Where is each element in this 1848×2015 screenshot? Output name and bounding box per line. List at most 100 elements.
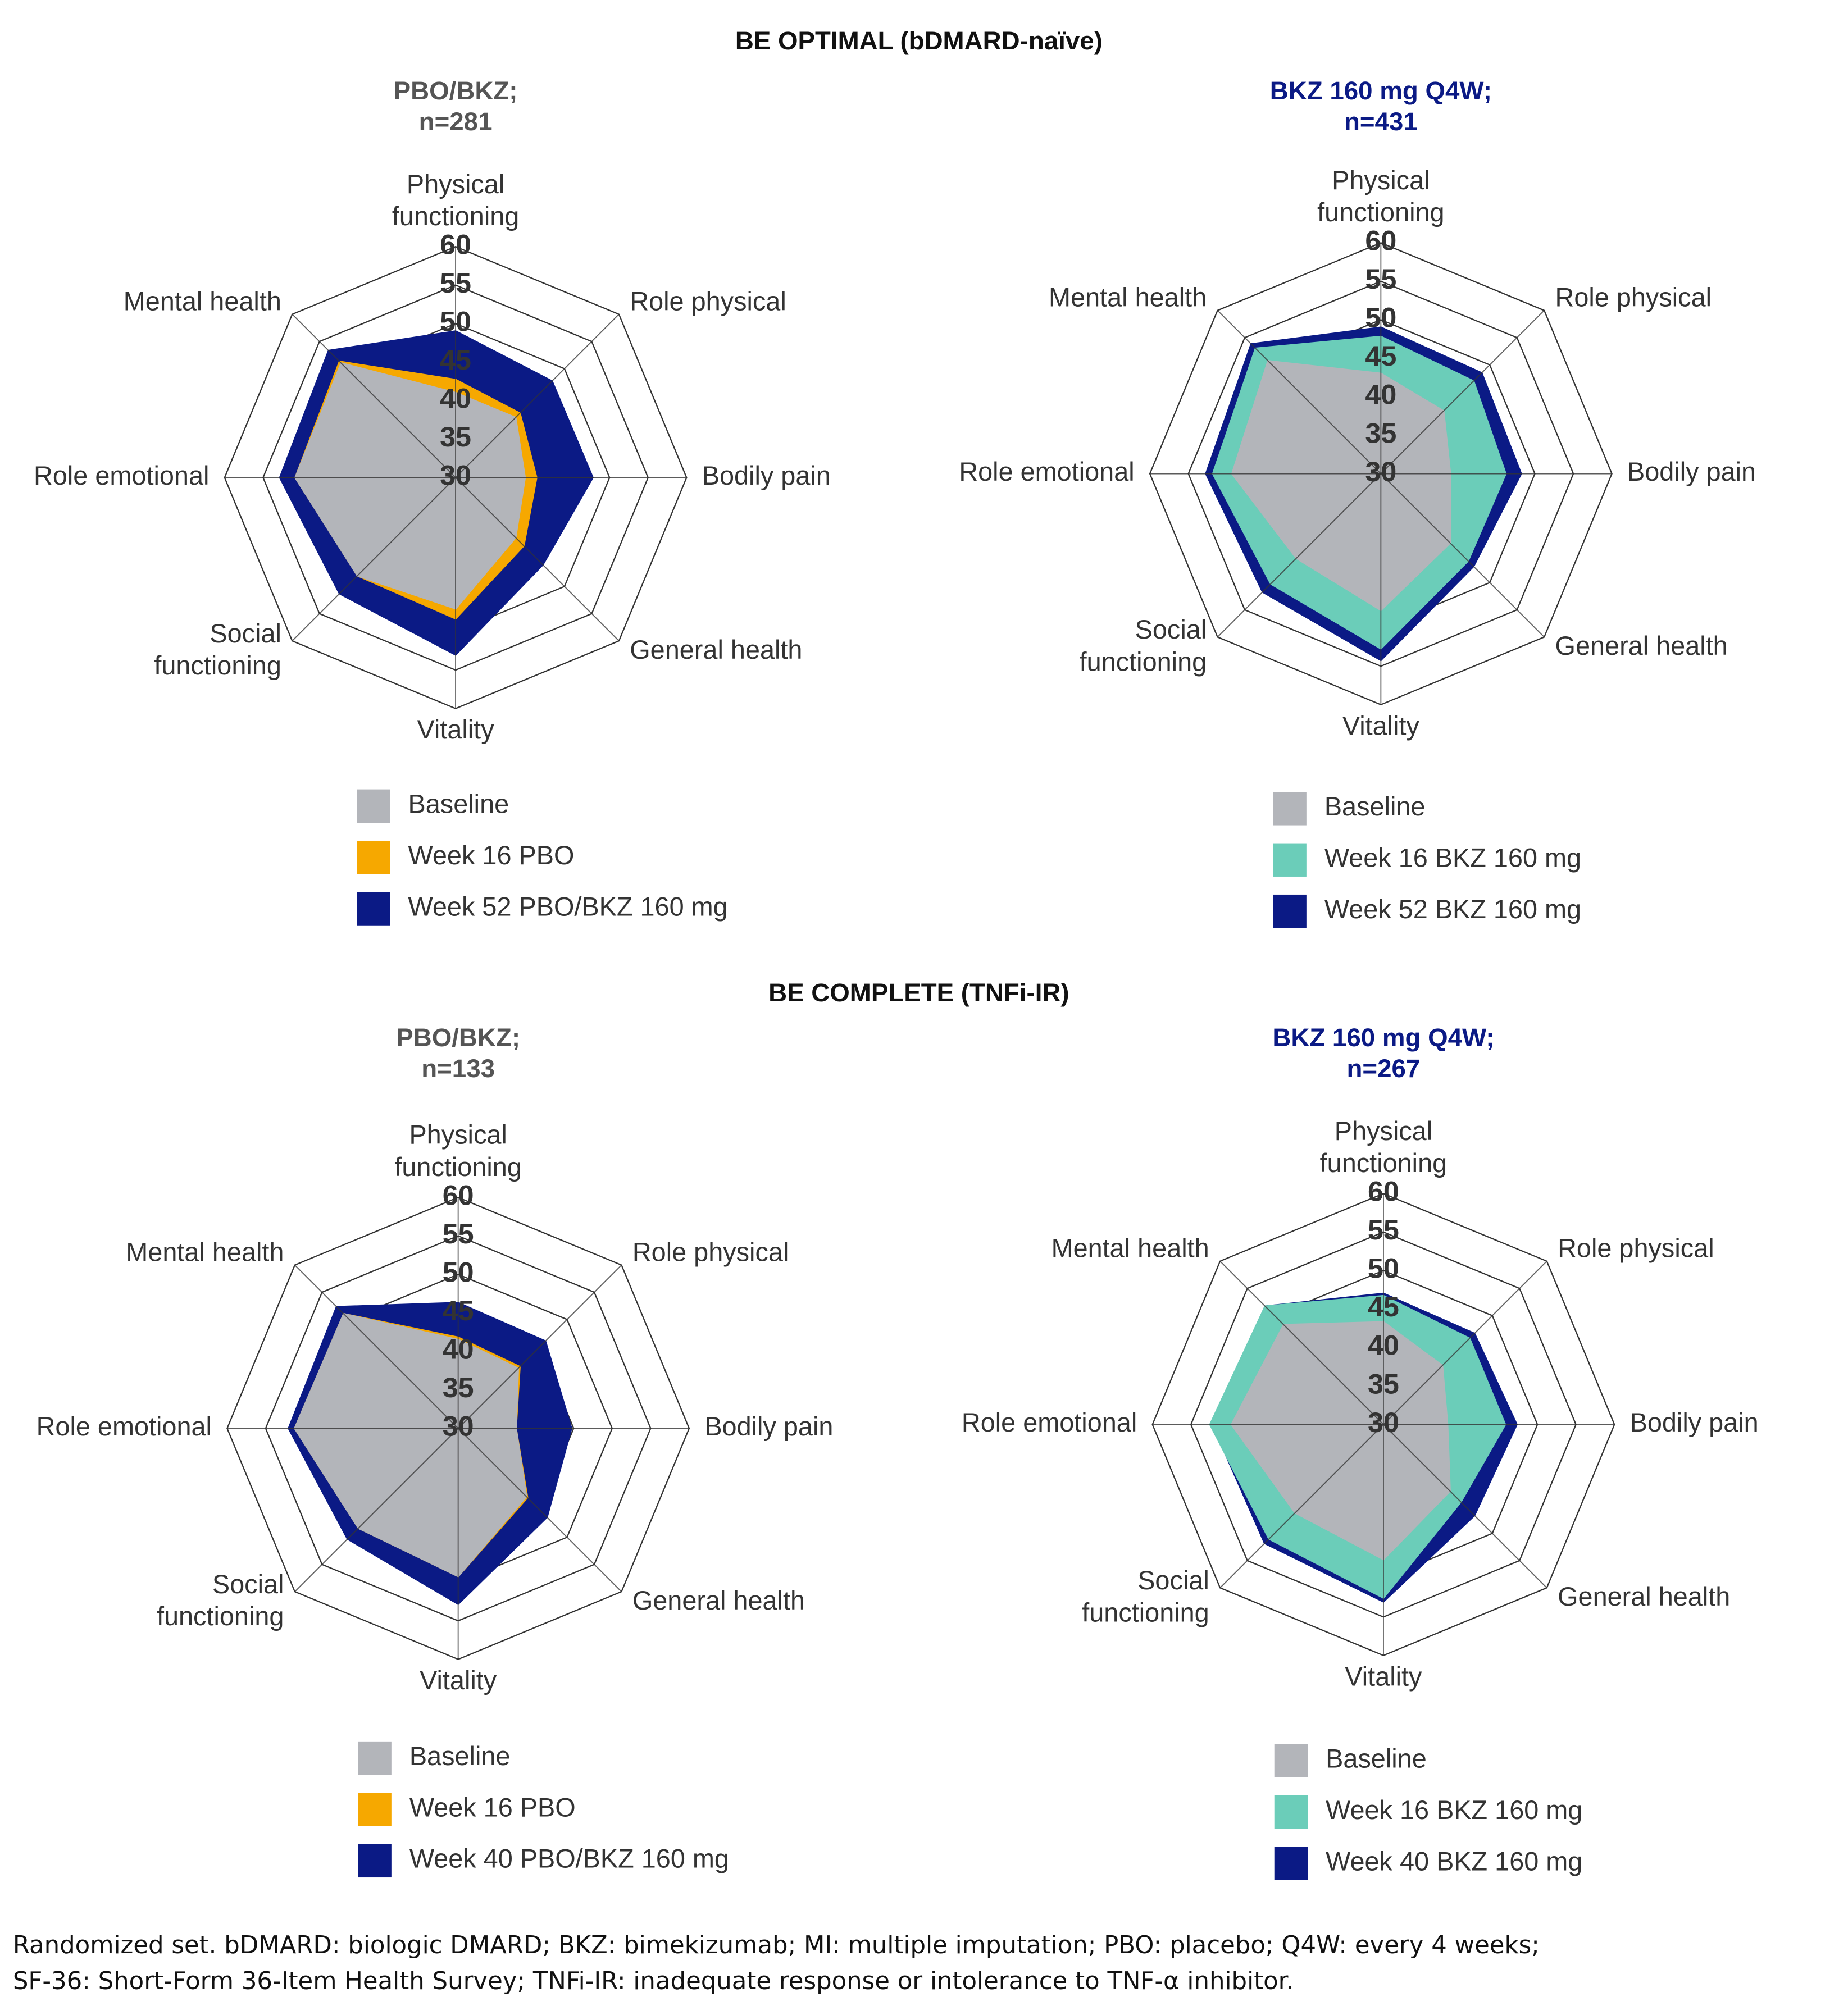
legend-label: Baseline: [408, 790, 509, 819]
spoke: [292, 477, 456, 641]
legend-swatch: [357, 840, 390, 874]
tick-label: 30: [443, 1411, 474, 1442]
spoke: [1217, 473, 1382, 637]
tick-label: 55: [443, 1218, 474, 1250]
footnote: SF-36: Short-Form 36-Item Health Survey;…: [13, 1967, 1294, 1995]
chart-title: PBO/BKZ;: [394, 76, 518, 105]
legend-label: Week 40 BKZ 160 mg: [1326, 1847, 1582, 1876]
spoke: [455, 313, 620, 478]
spoke: [1380, 473, 1545, 637]
category-label: Physical functioning: [392, 170, 520, 231]
tick-label: 30: [440, 460, 471, 491]
tick-label: 60: [440, 229, 471, 260]
tick-label: 30: [1365, 456, 1396, 487]
legend-label: Week 16 PBO: [409, 1793, 576, 1822]
tick-label: 50: [1368, 1253, 1399, 1284]
category-label: Social functioning: [154, 619, 281, 680]
legend-swatch: [357, 789, 390, 823]
category-label: Role physical: [630, 287, 786, 316]
tick-label: 55: [1365, 263, 1396, 295]
category-label: Physical functioning: [1317, 166, 1445, 227]
category-label: Role emotional: [37, 1412, 212, 1441]
legend-swatch: [1273, 843, 1307, 877]
legend-swatch: [1274, 1744, 1308, 1777]
legend-label: Baseline: [1324, 792, 1426, 821]
category-label: Social functioning: [157, 1570, 284, 1631]
category-label: Vitality: [1342, 711, 1420, 740]
category-label: General health: [630, 635, 802, 664]
legend-label: Baseline: [409, 1742, 511, 1771]
legend-label: Baseline: [1326, 1744, 1427, 1774]
category-label: Physical functioning: [1320, 1116, 1448, 1178]
legend-swatch: [1273, 894, 1307, 928]
chart-title: BKZ 160 mg Q4W;: [1272, 1023, 1494, 1052]
tick-label: 35: [1368, 1368, 1399, 1399]
tick-label: 40: [1365, 379, 1396, 411]
tick-label: 35: [443, 1372, 474, 1403]
tick-label: 50: [440, 306, 471, 338]
category-label: Role physical: [1558, 1234, 1714, 1263]
chart-subtitle: n=133: [421, 1054, 495, 1083]
category-label: Social functioning: [1082, 1566, 1209, 1628]
spoke: [1383, 1261, 1547, 1425]
legend-swatch: [1274, 1847, 1308, 1880]
legend-swatch: [358, 1741, 392, 1775]
tick-label: 45: [440, 344, 471, 376]
category-label: General health: [1555, 631, 1728, 660]
spoke: [455, 477, 620, 641]
legend-swatch: [357, 892, 390, 926]
category-label: Mental health: [124, 287, 281, 316]
category-label: Bodily pain: [1630, 1408, 1759, 1437]
category-label: Role emotional: [959, 457, 1134, 486]
tick-label: 55: [1368, 1214, 1399, 1246]
tick-label: 60: [443, 1179, 474, 1211]
legend-swatch: [358, 1844, 392, 1878]
tick-label: 50: [443, 1257, 474, 1288]
spoke: [1380, 310, 1545, 475]
tick-label: 35: [1365, 417, 1396, 449]
spoke: [1219, 1261, 1384, 1425]
category-label: Bodily pain: [702, 461, 831, 490]
legend-swatch: [1273, 792, 1307, 826]
category-label: Role physical: [1555, 283, 1712, 312]
tick-label: 45: [1368, 1291, 1399, 1323]
legend-label: Week 16 PBO: [408, 841, 575, 870]
spoke: [294, 1264, 459, 1429]
footnote: Randomized set. bDMARD: biologic DMARD; …: [13, 1931, 1540, 1959]
spoke: [1217, 310, 1382, 475]
section-title: BE OPTIMAL (bDMARD-naïve): [735, 26, 1103, 55]
category-label: Bodily pain: [1627, 457, 1756, 486]
tick-label: 40: [443, 1334, 474, 1365]
spoke: [457, 1264, 622, 1429]
tick-label: 45: [443, 1295, 474, 1326]
category-label: Role emotional: [962, 1408, 1137, 1437]
legend-label: Week 52 PBO/BKZ 160 mg: [408, 892, 728, 921]
chart-subtitle: n=431: [1344, 107, 1418, 136]
tick-label: 30: [1368, 1407, 1399, 1438]
tick-label: 60: [1365, 225, 1396, 257]
tick-label: 60: [1368, 1176, 1399, 1207]
tick-label: 35: [440, 421, 471, 453]
legend-swatch: [1274, 1795, 1308, 1829]
tick-label: 40: [440, 383, 471, 414]
category-label: Mental health: [126, 1238, 284, 1267]
category-label: General health: [632, 1586, 805, 1615]
chart-title: PBO/BKZ;: [396, 1023, 520, 1052]
category-label: Physical functioning: [394, 1120, 522, 1182]
legend-label: Week 16 BKZ 160 mg: [1324, 844, 1581, 873]
category-label: Vitality: [417, 715, 495, 744]
legend-label: Week 16 BKZ 160 mg: [1326, 1795, 1582, 1825]
legend-label: Week 52 BKZ 160 mg: [1324, 895, 1581, 924]
spoke: [457, 1428, 622, 1592]
tick-label: 50: [1365, 302, 1396, 334]
spoke: [1383, 1424, 1547, 1588]
category-label: Role physical: [632, 1238, 789, 1267]
spoke: [1219, 1424, 1384, 1588]
tick-label: 40: [1368, 1330, 1399, 1361]
tick-label: 55: [440, 267, 471, 299]
category-label: Bodily pain: [704, 1412, 833, 1441]
category-label: General health: [1558, 1582, 1730, 1611]
chart-subtitle: n=267: [1347, 1054, 1421, 1083]
category-label: Social functioning: [1080, 616, 1207, 677]
